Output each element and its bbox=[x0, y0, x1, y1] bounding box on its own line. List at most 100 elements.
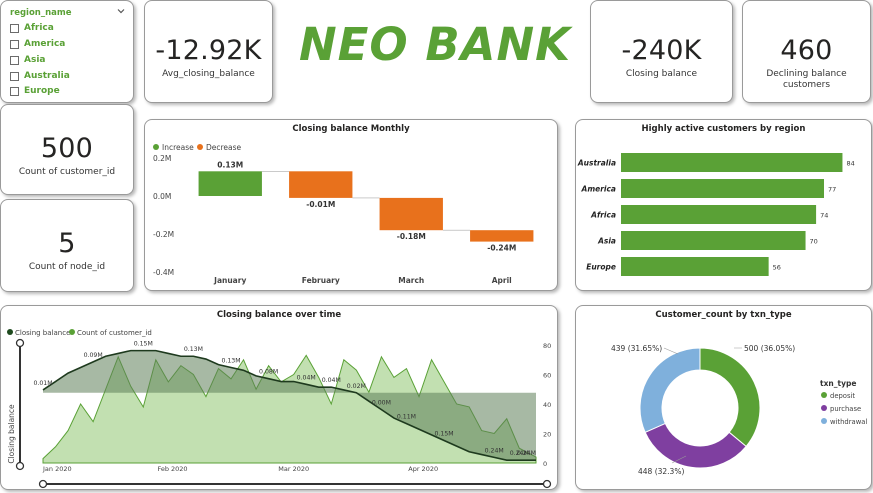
legend-item: deposit bbox=[830, 392, 855, 400]
y-axis-label: Closing balance bbox=[7, 404, 16, 464]
slicer-item-africa[interactable]: Africa bbox=[10, 22, 54, 34]
data-label: 500 (36.05%) bbox=[744, 344, 795, 353]
x-tick-label: Mar 2020 bbox=[278, 465, 309, 473]
chevron-down-icon[interactable] bbox=[117, 7, 125, 15]
data-label: 0.15M bbox=[435, 431, 454, 438]
chart-title: Customer_count by txn_type bbox=[655, 310, 792, 320]
waterfall-chart-card: Closing balance Monthly Increase Decreas… bbox=[144, 119, 558, 291]
y2-tick-label: 80 bbox=[543, 342, 551, 350]
y2-tick-label: 60 bbox=[543, 372, 551, 380]
brand-title: NEO BANK bbox=[299, 18, 571, 71]
region-bar-chart-card: Highly active customers by region Austra… bbox=[575, 119, 872, 291]
data-label: 0.04M bbox=[322, 377, 341, 384]
kpi-avg-closing-balance: -12.92K Avg_closing_balance bbox=[144, 0, 273, 103]
checkbox[interactable] bbox=[10, 23, 19, 33]
slicer-item-asia[interactable]: Asia bbox=[10, 54, 45, 66]
closing-balance-time-card: Closing balance over time Closing balanc… bbox=[0, 305, 558, 490]
zoom-handle-bottom[interactable] bbox=[15, 461, 25, 471]
waterfall-bar[interactable] bbox=[379, 197, 443, 231]
y-tick-label: -0.2M bbox=[153, 230, 174, 239]
closing-balance-time-chart: Closing balance Count of customer_id Clo… bbox=[7, 329, 552, 489]
data-label: -0.18M bbox=[397, 232, 426, 241]
closing-balance-line[interactable] bbox=[42, 349, 536, 461]
slicer-item-america[interactable]: America bbox=[10, 38, 65, 50]
donut-slice-withdrawal[interactable] bbox=[639, 347, 701, 434]
region-bar[interactable] bbox=[621, 231, 806, 250]
checkbox[interactable] bbox=[10, 39, 19, 49]
x-tick-label: Feb 2020 bbox=[157, 465, 187, 473]
data-label: 70 bbox=[810, 238, 818, 246]
kpi-customer-count: 500 Count of customer_id bbox=[0, 104, 134, 195]
closing-balance-area[interactable] bbox=[43, 350, 536, 461]
legend-title: txn_type bbox=[820, 379, 856, 388]
region-bar-chart: Australia 84 America 77 Africa 74 Asia 70 Europe… bbox=[577, 153, 855, 276]
data-label: 77 bbox=[828, 186, 836, 194]
category-label: America bbox=[581, 185, 616, 194]
legend-increase-marker bbox=[153, 144, 159, 150]
category-label: Europe bbox=[586, 263, 616, 272]
legend-item: purchase bbox=[830, 405, 861, 413]
kpi-node-count: 5 Count of node_id bbox=[0, 199, 134, 292]
x-tick-label: April bbox=[492, 276, 512, 285]
region-bar[interactable] bbox=[621, 205, 817, 224]
data-label: 0.02M bbox=[347, 383, 366, 390]
waterfall-bar[interactable] bbox=[289, 171, 353, 198]
checkbox[interactable] bbox=[10, 71, 19, 81]
y-tick-label: 0.0M bbox=[153, 192, 171, 201]
category-label: Africa bbox=[590, 211, 616, 220]
waterfall-bar[interactable] bbox=[470, 230, 534, 242]
data-label: -0.01M bbox=[306, 200, 335, 209]
region-bar[interactable] bbox=[621, 257, 769, 276]
waterfall-bar[interactable] bbox=[198, 171, 262, 196]
waterfall-chart: Increase Decrease 0.2M 0.0M -0.2M -0.4M 0.1… bbox=[153, 143, 534, 285]
category-label: Asia bbox=[597, 237, 616, 246]
data-label: 0.13M bbox=[217, 160, 243, 169]
region-bar[interactable] bbox=[621, 153, 843, 172]
x-tick-label: January bbox=[213, 276, 246, 285]
data-label: 0.24M bbox=[517, 450, 536, 457]
region-bar[interactable] bbox=[621, 179, 824, 198]
kpi-declining-balance: 460 Declining balance customers bbox=[742, 0, 871, 103]
slicer-item-australia[interactable]: Australia bbox=[10, 70, 70, 82]
legend-closing: Closing balance bbox=[15, 329, 70, 337]
legend-count: Count of customer_id bbox=[77, 329, 152, 337]
data-label: 0.09M bbox=[84, 352, 103, 359]
zoom-handle-left[interactable] bbox=[38, 479, 48, 489]
legend-decrease: Decrease bbox=[206, 143, 242, 152]
chart-title: Closing balance Monthly bbox=[292, 124, 410, 134]
data-label: 0.08M bbox=[259, 369, 278, 376]
checkbox[interactable] bbox=[10, 86, 19, 96]
kpi-value: 5 bbox=[58, 228, 76, 259]
slicer-item-europe[interactable]: Europe bbox=[10, 85, 60, 97]
zoom-handle-right[interactable] bbox=[542, 479, 552, 489]
legend-count-marker bbox=[69, 329, 75, 335]
chart-title: Closing balance over time bbox=[216, 310, 342, 320]
data-label: -0.24M bbox=[487, 244, 516, 253]
kpi-label: Closing balance bbox=[625, 69, 698, 79]
kpi-label: Count of node_id bbox=[28, 262, 106, 272]
data-label: 0.24M bbox=[510, 450, 529, 457]
leader-line bbox=[671, 455, 687, 464]
kpi-label: Count of customer_id bbox=[18, 167, 116, 177]
leader-line bbox=[663, 347, 679, 355]
y-tick-label: -0.4M bbox=[153, 268, 174, 277]
legend-closing-marker bbox=[7, 329, 13, 335]
data-label: 56 bbox=[773, 264, 781, 272]
legend-item: withdrawal bbox=[830, 418, 867, 426]
data-label: 84 bbox=[846, 160, 854, 168]
x-tick-label: February bbox=[302, 276, 340, 285]
zoom-handle-top[interactable] bbox=[15, 338, 25, 348]
donut-slice-deposit[interactable] bbox=[699, 347, 761, 448]
slicer-title: region_name bbox=[10, 8, 72, 18]
legend-increase: Increase bbox=[162, 143, 194, 152]
category-label: Australia bbox=[577, 159, 616, 168]
data-label: 0.00M bbox=[372, 400, 391, 407]
kpi-label: Declining balance customers bbox=[766, 69, 847, 90]
txn-type-donut-chart: txn_type 500 (36.05%) 448 (32.3%) 439 (31.… bbox=[611, 344, 867, 476]
kpi-label: Avg_closing_balance bbox=[162, 69, 255, 79]
y2-tick-label: 0 bbox=[543, 460, 547, 468]
checkbox[interactable] bbox=[10, 55, 19, 65]
kpi-value: 460 bbox=[780, 35, 833, 66]
data-label: 0.13M bbox=[221, 357, 240, 364]
y2-tick-label: 40 bbox=[543, 401, 551, 409]
